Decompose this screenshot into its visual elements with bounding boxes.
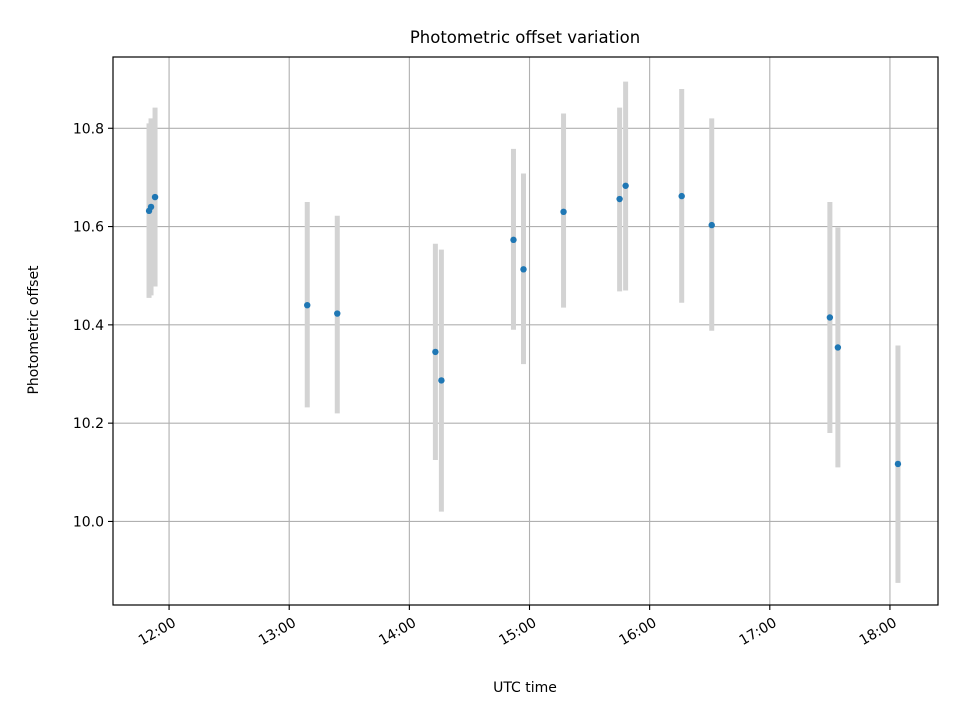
y-tick-label: 10.8 <box>73 121 104 137</box>
chart-title: Photometric offset variation <box>410 28 640 47</box>
y-axis-label: Photometric offset <box>26 265 42 395</box>
data-point <box>334 310 341 317</box>
data-point <box>834 344 842 351</box>
y-tick-label: 10.4 <box>73 318 104 334</box>
data-point <box>304 301 311 309</box>
data-point <box>708 221 715 229</box>
data-point <box>147 203 155 211</box>
grid-layer <box>113 57 938 605</box>
data-point <box>151 193 159 201</box>
x-axis-label: UTC time <box>493 680 557 696</box>
data-point <box>520 266 527 273</box>
y-tick-label: 10.0 <box>73 514 104 530</box>
data-point <box>616 195 623 203</box>
data-point <box>894 460 902 468</box>
data-point <box>432 348 439 356</box>
y-tick-label: 10.2 <box>73 416 104 432</box>
data-point <box>826 314 834 321</box>
plot-frame <box>112 56 939 606</box>
data-point <box>678 192 685 200</box>
data-point <box>560 208 567 216</box>
y-tick-label: 10.6 <box>73 220 104 236</box>
data-point <box>622 182 629 189</box>
data-point <box>510 236 517 244</box>
point-layer <box>145 182 902 468</box>
data-point <box>438 377 445 384</box>
